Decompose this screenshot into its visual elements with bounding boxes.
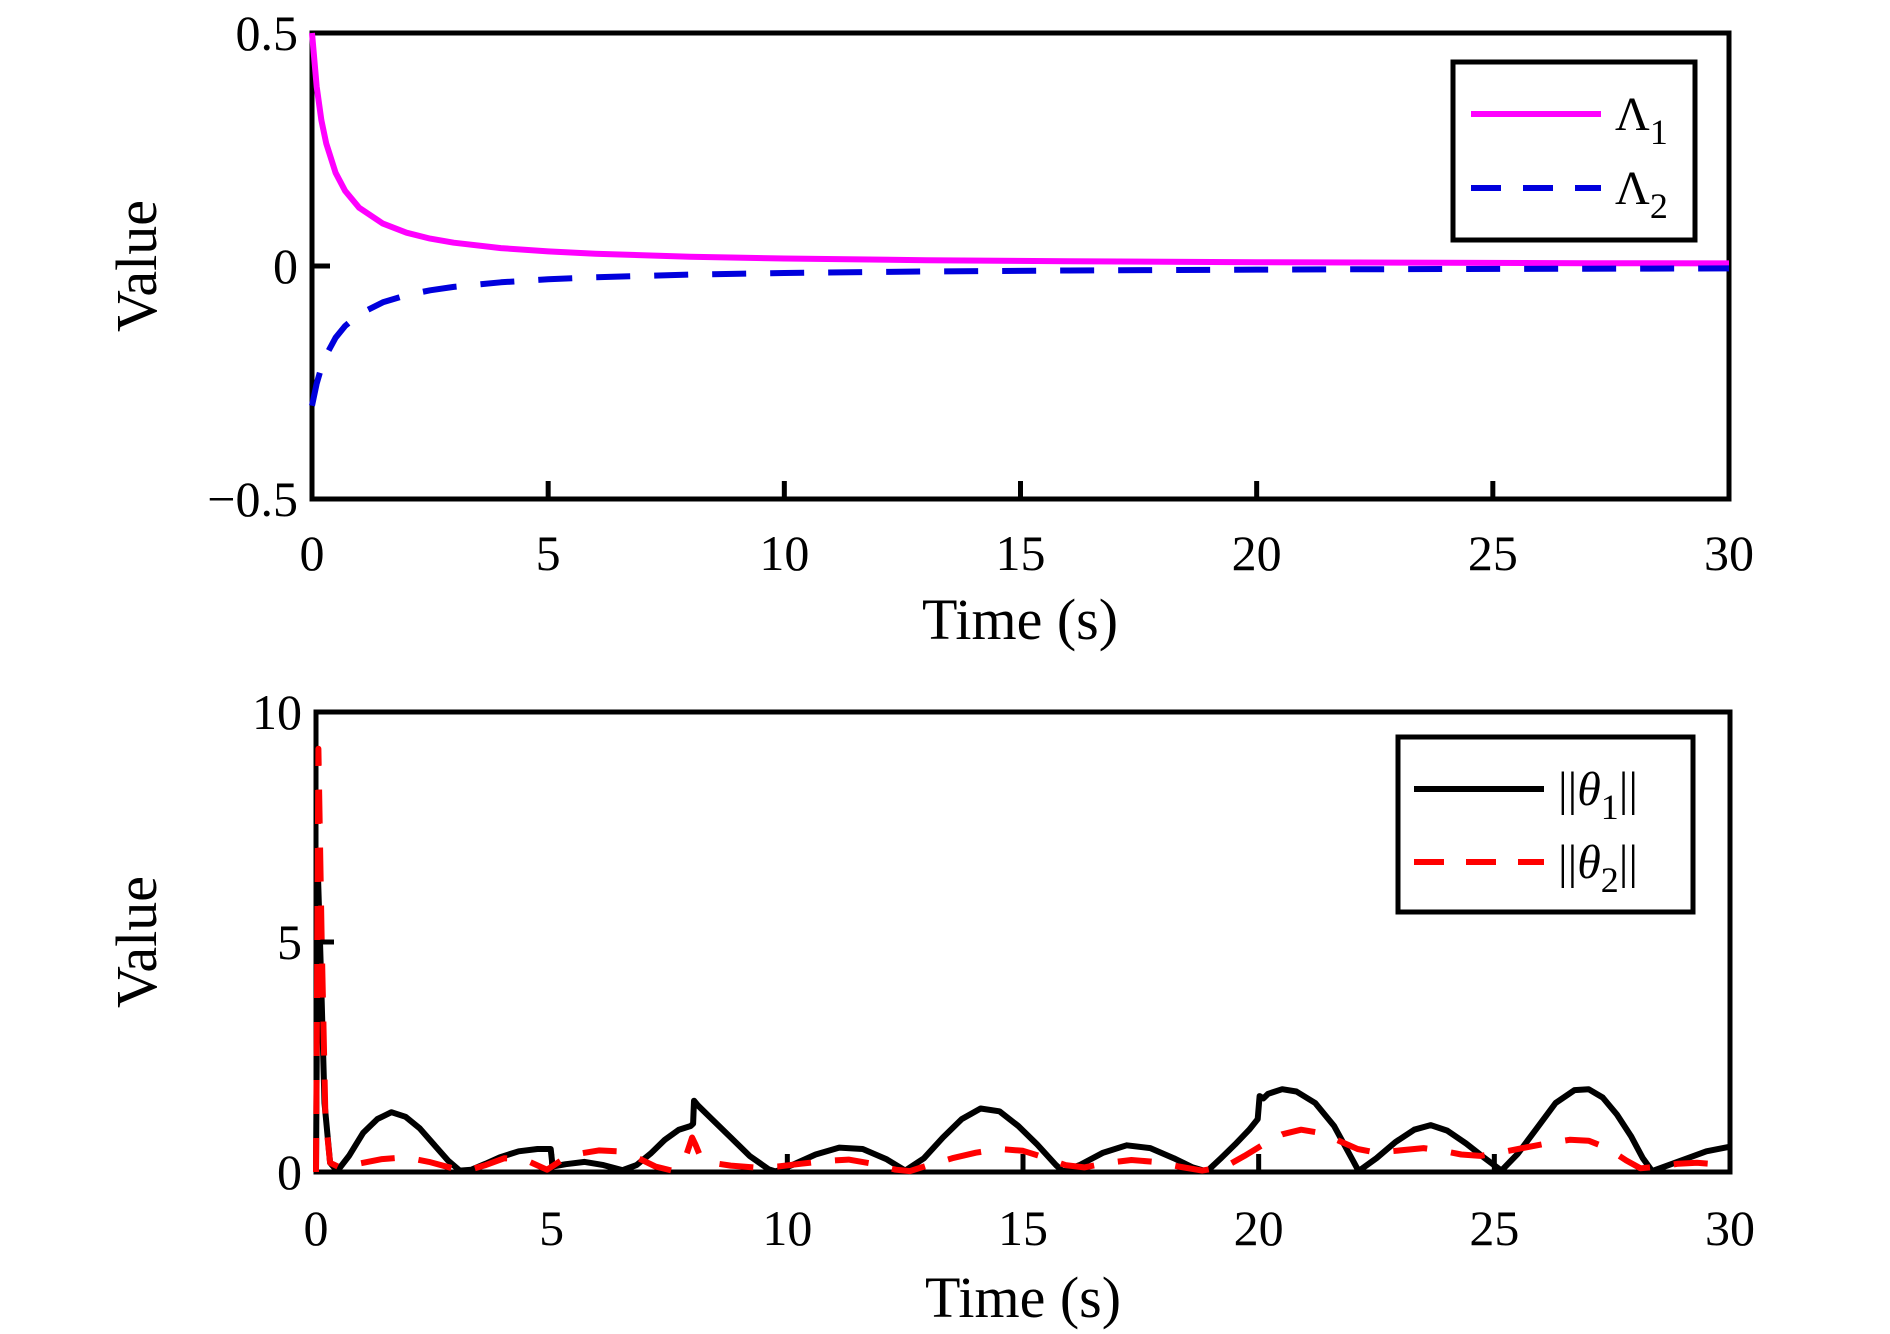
- x-tick-label: 10: [759, 525, 809, 581]
- x-tick-label: 15: [998, 1200, 1048, 1256]
- x-tick-label: 30: [1705, 1200, 1755, 1256]
- y-tick-label: 0: [273, 238, 298, 294]
- legend-label-lambda1: Λ1: [1615, 88, 1668, 152]
- bottom-xlabel: Time (s): [924, 1265, 1122, 1330]
- series-lambda1-line: [309, 32, 1730, 267]
- x-tick-label: 0: [300, 525, 325, 581]
- x-tick-label: 20: [1232, 525, 1282, 581]
- series-theta2-norm-line: [313, 745, 1731, 1175]
- x-tick-label: 25: [1468, 525, 1518, 581]
- legend-label-theta2-norm: ||θ2||: [1558, 836, 1638, 900]
- x-tick-label: 5: [536, 525, 561, 581]
- top-ylabel: Value: [104, 199, 169, 333]
- legend-label-lambda2: Λ2: [1615, 162, 1668, 226]
- chart-theta-plot: 0 5 10 15 20 25 30 10 5 0 ||θ1|| ||θ2||: [252, 684, 1755, 1256]
- series-lambda2-line: [309, 265, 1730, 407]
- y-tick-label: −0.5: [207, 471, 298, 527]
- x-tick-label: 5: [539, 1200, 564, 1256]
- series-theta1-norm-line: [313, 870, 1731, 1175]
- y-tick-label: 10: [252, 684, 302, 740]
- top-xlabel: Time (s): [921, 587, 1119, 652]
- legend-label-theta1-norm: ||θ1||: [1558, 763, 1638, 827]
- x-tick-label: 25: [1469, 1200, 1519, 1256]
- x-tick-label: 20: [1234, 1200, 1284, 1256]
- legend-box: [1450, 59, 1698, 243]
- legend-box: [1395, 734, 1696, 915]
- x-tick-label: 30: [1704, 525, 1754, 581]
- y-tick-label: 0.5: [236, 5, 299, 61]
- y-tick-label: 0: [277, 1144, 302, 1200]
- x-tick-label: 0: [304, 1200, 329, 1256]
- bottom-ylabel: Value: [104, 875, 169, 1009]
- y-tick-label: 5: [277, 914, 302, 970]
- x-tick-label: 10: [762, 1200, 812, 1256]
- x-tick-label: 15: [996, 525, 1046, 581]
